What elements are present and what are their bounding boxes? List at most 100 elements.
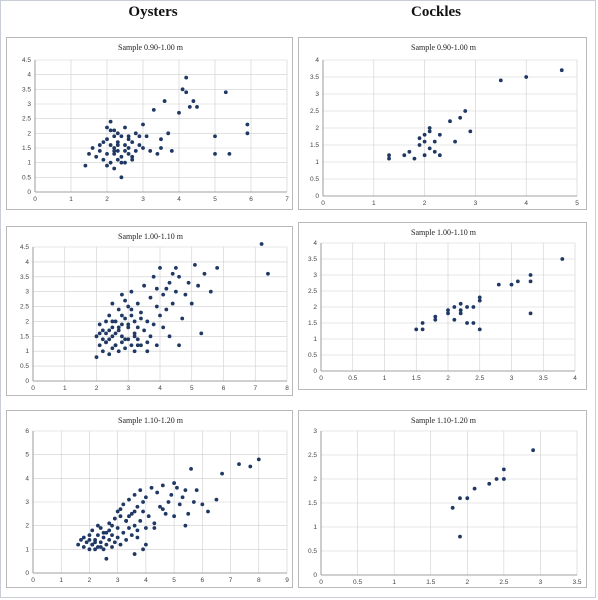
x-tick-label: 1 xyxy=(392,579,396,586)
data-point xyxy=(124,537,129,542)
data-point xyxy=(477,295,482,300)
data-point xyxy=(100,337,105,342)
y-tick-label: 4 xyxy=(27,72,31,79)
data-point xyxy=(193,262,197,267)
data-point xyxy=(120,334,124,339)
data-point xyxy=(81,535,86,540)
data-point xyxy=(214,497,219,502)
chart-title: Sample 0.90-1.00 m xyxy=(411,43,477,52)
data-point xyxy=(167,280,172,285)
data-point xyxy=(453,139,457,144)
data-point xyxy=(110,346,115,351)
data-point xyxy=(126,304,131,309)
data-point xyxy=(458,301,463,306)
data-point xyxy=(115,526,120,530)
data-point xyxy=(107,537,112,542)
data-point xyxy=(123,125,127,130)
data-point xyxy=(142,328,147,333)
data-point xyxy=(115,131,120,136)
y-tick-label: 3.5 xyxy=(308,256,317,263)
y-tick-label: 4 xyxy=(25,259,29,266)
data-point xyxy=(412,156,417,161)
data-point xyxy=(116,328,121,333)
data-point xyxy=(135,504,140,509)
data-point xyxy=(189,466,193,471)
data-point xyxy=(161,292,166,297)
data-point xyxy=(135,301,140,306)
data-point xyxy=(105,163,109,168)
x-tick-label: 3 xyxy=(474,200,478,207)
chart-panel-cockles-0-90: Sample 0.90-1.00 m 0 0.5 1 1.5 2 2.5 3 3.5 4 0 1 2 3 4… xyxy=(298,37,587,210)
data-point xyxy=(113,331,118,336)
data-point xyxy=(108,128,113,133)
data-point xyxy=(104,340,108,345)
data-point xyxy=(129,289,134,294)
data-point xyxy=(87,547,92,552)
data-point xyxy=(132,552,137,556)
data-point xyxy=(137,134,142,139)
data-point xyxy=(427,126,432,130)
y-tick-label: 2 xyxy=(313,476,317,483)
data-point xyxy=(186,511,191,516)
data-point xyxy=(119,160,124,165)
data-point xyxy=(477,298,482,303)
data-point xyxy=(158,504,162,509)
data-point xyxy=(170,271,175,276)
data-point xyxy=(463,109,468,113)
data-point xyxy=(108,143,113,147)
x-tick-label: 8 xyxy=(285,385,289,392)
data-point xyxy=(180,87,185,92)
data-point xyxy=(213,151,217,156)
x-tick-label: 1.5 xyxy=(426,579,435,586)
data-point xyxy=(206,509,210,514)
data-point xyxy=(126,325,131,330)
data-point xyxy=(146,514,151,519)
data-point xyxy=(143,542,148,547)
data-point xyxy=(100,328,105,333)
x-tick-label: 4 xyxy=(144,577,148,584)
data-point xyxy=(155,490,160,495)
data-point xyxy=(387,153,391,158)
data-point xyxy=(163,511,168,516)
y-tick-label: 3 xyxy=(25,499,29,506)
x-tick-label: 5 xyxy=(190,385,194,392)
data-point xyxy=(152,521,157,526)
y-tick-label: 2.5 xyxy=(310,108,319,115)
data-point xyxy=(119,175,124,180)
data-point xyxy=(458,496,462,501)
chart-panel-oysters-0-90: Sample 0.90-1.00 m 0 0.5 1 1.5 2 2.5 3 3.5 4 4.5 0 1… xyxy=(6,37,293,210)
data-point xyxy=(158,265,162,270)
chart-panel-oysters-1-10: Sample 1.10-1.20 m 0 1 2 3 4 5 6 0 1 2 3 4 5 6 7 8 9 xyxy=(6,410,293,588)
data-point xyxy=(184,90,189,95)
data-point xyxy=(417,136,422,141)
data-point xyxy=(433,314,438,319)
data-point xyxy=(422,132,427,137)
x-tick-label: 6 xyxy=(249,196,253,203)
data-point xyxy=(141,547,145,552)
y-tick-label: 5 xyxy=(25,452,29,459)
data-point xyxy=(427,129,432,134)
data-point xyxy=(123,346,127,351)
data-point xyxy=(498,78,503,83)
y-tick-label: 0.5 xyxy=(20,363,29,370)
data-point xyxy=(129,307,134,312)
data-point xyxy=(130,140,135,145)
data-point xyxy=(115,140,120,145)
data-point xyxy=(115,535,120,540)
x-tick-label: 4 xyxy=(177,196,181,203)
y-tick-label: 0 xyxy=(313,572,317,579)
y-tick-label: 0 xyxy=(25,378,29,385)
chart-title: Sample 1.00-1.10 m xyxy=(411,228,477,237)
y-tick-label: 1 xyxy=(25,546,29,553)
y-tick-label: 3 xyxy=(313,272,317,279)
y-tick-label: 1.5 xyxy=(20,333,29,340)
data-point xyxy=(180,495,185,500)
data-point xyxy=(452,317,457,322)
x-tick-label: 1.5 xyxy=(412,375,421,382)
y-tick-label: 0.5 xyxy=(22,174,31,181)
data-point xyxy=(154,304,159,309)
data-point xyxy=(116,325,121,330)
data-point xyxy=(126,151,131,156)
data-point xyxy=(494,477,499,481)
